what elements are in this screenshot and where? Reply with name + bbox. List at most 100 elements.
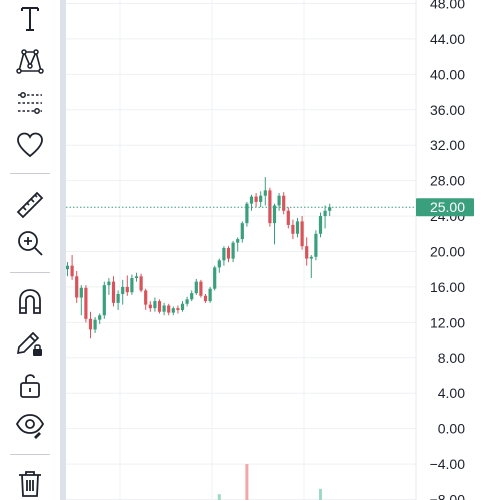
candle-body (236, 239, 240, 243)
price-axis-label: 12.00 (430, 314, 465, 330)
zoom-in-tool-button[interactable] (10, 226, 50, 260)
candle (277, 193, 281, 211)
padlock-open-icon (20, 374, 40, 398)
candle (240, 221, 244, 243)
candle (199, 279, 203, 298)
lock-all-tool-button[interactable] (10, 368, 50, 402)
candlesticks (66, 177, 332, 339)
candle (84, 285, 88, 323)
lock-drawings-tool-button[interactable] (10, 326, 50, 360)
ruler-icon (16, 191, 44, 219)
pencil-lock-icon (16, 331, 42, 356)
candle-body (79, 287, 83, 298)
candle (231, 240, 235, 263)
price-axis-label: −8.00 (430, 491, 466, 500)
pattern-xabcd-icon (16, 49, 44, 74)
candle-body (314, 233, 318, 257)
ruler-tool-button[interactable] (10, 188, 50, 222)
candle (180, 301, 185, 312)
candle-body (272, 205, 277, 224)
pattern-tool-button[interactable] (10, 44, 50, 78)
price-axis-label: 8.00 (438, 350, 465, 366)
candle (272, 203, 277, 245)
candle-body (153, 301, 157, 309)
candle-body (93, 319, 97, 330)
candle (121, 279, 125, 305)
candle (226, 246, 231, 263)
candle-body (318, 216, 323, 234)
candle (185, 296, 189, 307)
candle-body (75, 276, 79, 298)
text-tool-button[interactable] (10, 2, 50, 36)
candle (148, 301, 152, 312)
candle (171, 306, 175, 316)
candle-body (98, 315, 102, 320)
price-axis-label: 20.00 (430, 243, 465, 259)
chart-canvas[interactable]: 48.0044.0040.0036.0032.0028.0024.0020.00… (66, 0, 500, 500)
candle (66, 262, 70, 277)
magnet-tool-button[interactable] (10, 284, 50, 318)
candle (153, 297, 157, 312)
toolbar-separator (10, 173, 50, 174)
candle-body (295, 221, 300, 234)
candle-body (259, 195, 263, 202)
price-axis-label: 36.00 (430, 102, 465, 118)
candle (162, 302, 166, 316)
candle-body (277, 195, 281, 206)
toolbar-separator (10, 272, 50, 273)
price-chart[interactable]: 48.0044.0040.0036.0032.0028.0024.0020.00… (66, 0, 500, 500)
candle (130, 274, 134, 295)
candle (107, 278, 111, 295)
candle-body (203, 295, 208, 302)
candle-body (286, 210, 290, 225)
price-axis-label: 28.00 (430, 173, 465, 189)
zoom-in-icon (18, 231, 43, 256)
candle-body (231, 242, 235, 259)
candle-body (66, 265, 70, 270)
candle (295, 217, 300, 238)
candle (194, 278, 198, 295)
candle (259, 191, 263, 208)
candle (134, 272, 139, 282)
price-axis-label: 16.00 (430, 279, 465, 295)
candle-body (263, 190, 267, 196)
candle-body (328, 207, 332, 211)
candle-body (157, 301, 162, 312)
price-axis[interactable]: 48.0044.0040.0036.0032.0028.0024.0020.00… (430, 0, 466, 500)
eye-icon (15, 414, 45, 439)
candle-body (300, 221, 304, 247)
candle-body (213, 267, 217, 289)
fib-tool-button[interactable] (10, 86, 50, 120)
price-axis-label: 0.00 (438, 421, 465, 437)
hide-drawings-tool-button[interactable] (10, 408, 50, 442)
price-axis-label: −4.00 (430, 456, 466, 472)
candle (323, 205, 327, 229)
candle-body (139, 276, 143, 291)
candle-body (226, 247, 231, 259)
toolbar-separator (10, 454, 50, 455)
candle (291, 219, 295, 240)
candle-body (222, 247, 226, 261)
candle (236, 237, 240, 252)
candle-body (217, 260, 221, 268)
volume-bars (217, 464, 322, 500)
heart-icon (17, 132, 43, 158)
chart-grid (66, 0, 417, 500)
toolbar-scrollbar[interactable] (60, 0, 66, 500)
candle (318, 212, 323, 238)
candle-body (240, 223, 244, 240)
candle (88, 311, 93, 339)
candle (93, 317, 97, 333)
candle-body (134, 276, 139, 279)
favorites-tool-button[interactable] (10, 128, 50, 162)
candle (125, 275, 129, 296)
candle-body (116, 294, 120, 303)
candle-body (254, 196, 258, 202)
candle (328, 203, 332, 217)
candle (70, 255, 74, 280)
drawing-toolbar (0, 0, 60, 500)
candle-body (167, 305, 171, 313)
candle-body (148, 304, 152, 309)
magnet-icon (19, 289, 41, 314)
delete-tool-button[interactable] (10, 466, 50, 500)
